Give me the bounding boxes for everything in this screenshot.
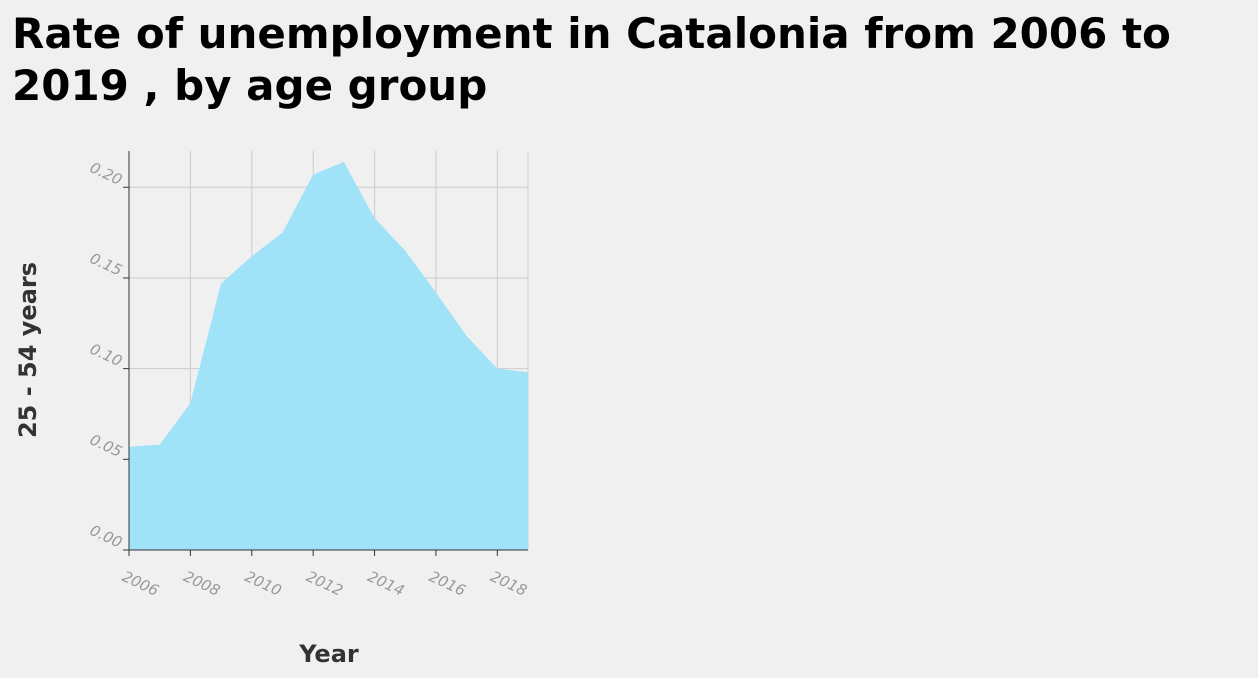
y-tick-label: 0.10 bbox=[87, 340, 125, 370]
area-series bbox=[129, 161, 528, 550]
x-tick-label: 2008 bbox=[181, 567, 223, 599]
y-tick-label: 0.05 bbox=[87, 431, 125, 461]
x-tick-label: 2010 bbox=[242, 567, 284, 599]
y-axis-title: 25 - 54 years bbox=[14, 262, 42, 438]
x-tick-label: 2014 bbox=[365, 567, 407, 599]
x-tick-label: 2012 bbox=[303, 567, 345, 599]
area-fill bbox=[129, 161, 528, 550]
x-tick-label: 2016 bbox=[426, 567, 468, 599]
x-axis-title: Year bbox=[298, 640, 359, 668]
chart-title: Rate of unemployment in Catalonia from 2… bbox=[12, 9, 1171, 110]
y-tick-label: 0.00 bbox=[87, 521, 125, 551]
y-tick-label: 0.15 bbox=[87, 249, 125, 279]
x-tick-label: 2018 bbox=[488, 567, 530, 599]
x-tick-label: 2006 bbox=[119, 567, 161, 599]
y-tick-label: 0.20 bbox=[87, 158, 125, 188]
